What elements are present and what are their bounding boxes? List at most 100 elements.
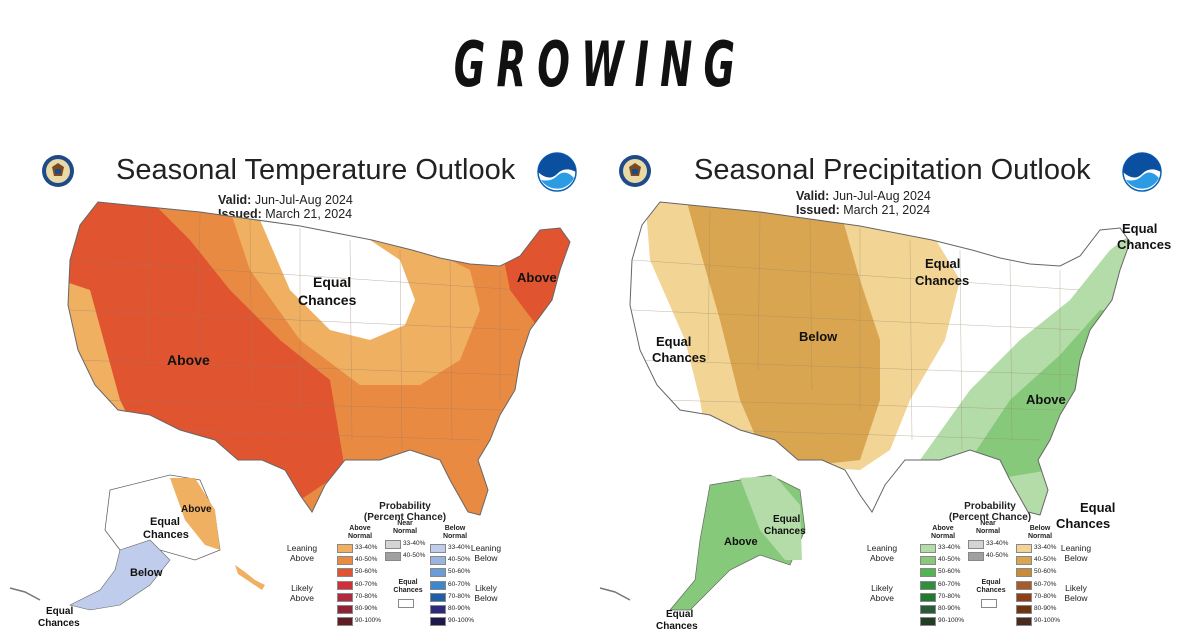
precip-label-equal-ne-1: Equal <box>1122 221 1157 236</box>
temp-above-range-label: 33-40% <box>355 544 378 551</box>
precip-above-swatch <box>920 617 936 627</box>
precip-label-below: Below <box>799 329 838 344</box>
precip-label-ak-above: Above <box>724 536 758 548</box>
precip-below-range-label: 80-90% <box>1034 605 1057 612</box>
precip-above-range-label: 80-90% <box>938 605 961 612</box>
precip-leaning-below-1: Leaning <box>1060 543 1092 553</box>
precip-below-range-label: 50-60% <box>1034 568 1057 576</box>
noaa-logo-icon <box>1122 152 1162 192</box>
temp-leaning-above-2: Above <box>289 553 315 563</box>
temp-label-hi-equal-1: Equal <box>46 606 73 617</box>
precip-likely-below-1: Likely <box>1065 583 1087 593</box>
precip-above-range-label: 50-60% <box>938 568 961 576</box>
temp-state-lines <box>69 209 521 451</box>
commerce-seal-icon <box>42 155 74 187</box>
precip-col-above-1: Above <box>932 525 954 532</box>
temp-issued: Issued: March 21, 2024 <box>218 207 352 221</box>
temp-above-range-label: 90-100% <box>355 617 382 625</box>
precip-label-ak-equal-1: Equal <box>773 514 800 525</box>
temp-near-range-label: 40-50% <box>403 552 426 560</box>
temp-above-range-label: 60-70% <box>355 580 378 588</box>
temp-label-equal-1: Equal <box>313 274 351 290</box>
precip-leaning-below-2: Below <box>1064 553 1088 563</box>
precip-label-equal-se-1: Equal <box>1080 500 1115 515</box>
precip-below-range-label: 90-100% <box>1034 617 1061 625</box>
temperature-panel: Seasonal Temperature Outlook Valid: Jun-… <box>0 140 590 630</box>
temp-below-swatch <box>430 605 446 614</box>
precip-likely-above-1: Likely <box>871 583 893 593</box>
temp-col-above: Above Normal <box>345 525 375 541</box>
precip-leaning-above: Leaning Above <box>862 543 902 563</box>
precip-near-swatch <box>968 552 984 562</box>
precip-near-range-label: 33-40% <box>986 540 1009 547</box>
temp-equal-chances-1: Equal <box>398 579 418 586</box>
precip-above-range-label: 40-50% <box>938 556 961 564</box>
temp-equal-chances-2: Chances <box>393 587 423 594</box>
precip-valid-label: Valid: <box>796 189 830 203</box>
precip-conus-outline <box>629 201 1131 516</box>
temp-swatch-equal <box>398 599 414 608</box>
temp-leaning-above-1: Leaning <box>286 543 318 553</box>
precip-col-above-2: Normal <box>930 533 956 540</box>
temp-coast-light <box>68 270 140 440</box>
precip-col-above: Above Normal <box>928 525 958 541</box>
temp-below-range-label: 70-80% <box>448 592 471 600</box>
temp-above-range-label: 80-90% <box>355 605 378 612</box>
temp-alaska-below <box>69 539 171 611</box>
temp-below-range-label: 33-40% <box>448 544 471 551</box>
precip-below-dark <box>685 202 880 470</box>
temp-label-above-ne: Above <box>517 270 557 285</box>
precip-issued-label: Issued: <box>796 203 840 217</box>
precip-equal-chances-2: Chances <box>976 587 1006 594</box>
temp-conus-outline <box>67 201 571 516</box>
precip-likely-below: Likely Below <box>1056 583 1096 603</box>
precip-equal-chances-1: Equal <box>981 579 1001 586</box>
temp-legend-title-2: (Percent Chance) <box>363 512 447 523</box>
precip-below-range-label: 60-70% <box>1034 580 1057 588</box>
temp-col-near-1: Near <box>397 520 413 527</box>
temp-legend-title-1: Probability <box>379 501 431 512</box>
commerce-seal-icon <box>619 155 651 187</box>
temp-label-ak-below: Below <box>130 567 163 579</box>
precip-label-above: Above <box>1026 392 1066 407</box>
temp-below-range-label: 40-50% <box>448 556 471 564</box>
temp-valid-value: Jun-Jul-Aug 2024 <box>254 193 353 207</box>
temp-likely-above: Likely Above <box>282 583 322 603</box>
precip-issued-value: March 21, 2024 <box>843 203 931 217</box>
headline: GROWING <box>453 28 747 101</box>
precip-legend-title: Probability (Percent Chance) <box>925 501 1055 523</box>
temp-issued-value: March 21, 2024 <box>265 207 353 221</box>
temp-above-swatch <box>337 556 353 566</box>
precip-near-swatch <box>968 540 984 549</box>
temp-below-swatch <box>430 568 446 578</box>
temp-leaning-above: Leaning Above <box>282 543 322 563</box>
precip-likely-above-2: Above <box>869 593 895 603</box>
precip-likely-above: Likely Above <box>862 583 902 603</box>
precipitation-panel: Seasonal Precipitation Outlook Valid: Ju… <box>590 140 1180 630</box>
temp-above-range-label: 70-80% <box>355 592 378 600</box>
precip-below-swatch <box>1016 568 1032 578</box>
precip-below-swatch <box>1016 617 1032 627</box>
precip-above-swatch <box>920 544 936 553</box>
temp-near-swatch <box>385 540 401 549</box>
precip-alaska-light <box>740 476 802 560</box>
temp-label-ak-above: Above <box>181 504 212 515</box>
temp-title: Seasonal Temperature Outlook <box>116 154 516 186</box>
temp-likely-below: Likely Below <box>466 583 506 603</box>
temp-equal-chances: Equal Chances <box>388 579 428 595</box>
temp-alaska-panhandle <box>235 565 265 590</box>
precip-valid: Valid: Jun-Jul-Aug 2024 <box>796 189 931 203</box>
precip-swatch-equal <box>981 599 997 608</box>
temp-valid-label: Valid: <box>218 193 252 207</box>
precip-leaning-above-2: Above <box>869 553 895 563</box>
temp-above-swatch <box>337 544 353 553</box>
temp-above-range-label: 50-60% <box>355 568 378 576</box>
temp-col-above-2: Normal <box>347 533 373 540</box>
temp-label-equal-2: Chances <box>298 292 357 308</box>
precip-above-range-label: 90-100% <box>938 617 965 625</box>
precip-legend-title-1: Probability <box>964 501 1016 512</box>
precip-legend: Probability (Percent Chance) Above Normal… <box>860 495 1110 630</box>
precip-below-swatch <box>1016 605 1032 614</box>
precip-valid-value: Jun-Jul-Aug 2024 <box>832 189 931 203</box>
temp-above-range-label: 40-50% <box>355 556 378 564</box>
